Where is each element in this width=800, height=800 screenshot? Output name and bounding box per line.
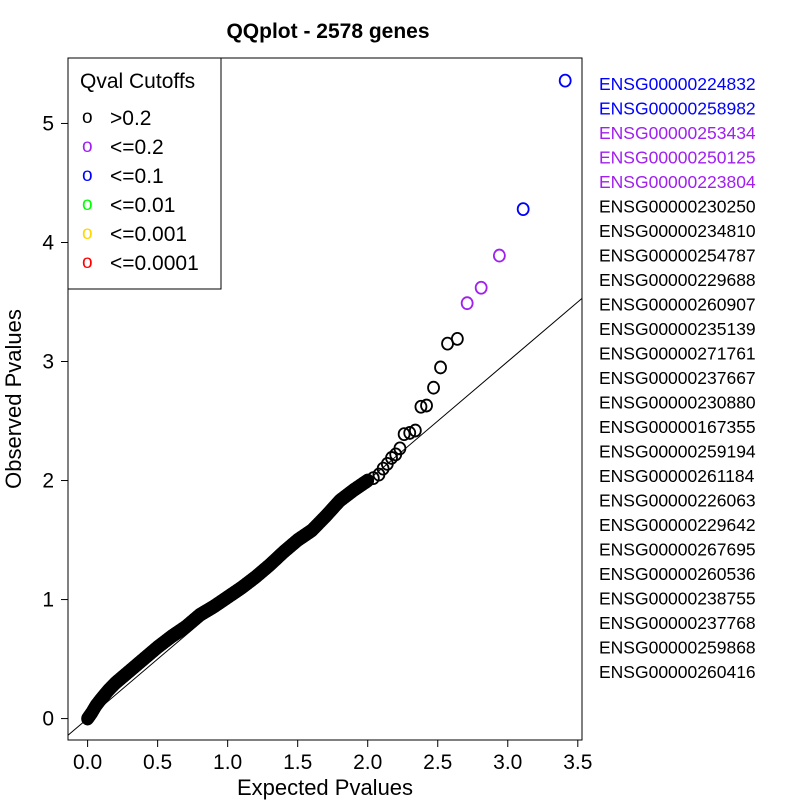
data-point xyxy=(492,248,506,263)
data-point xyxy=(450,331,464,346)
legend-label: <=0.2 xyxy=(110,136,164,159)
y-tick-label: 5 xyxy=(42,112,54,135)
y-tick-label: 1 xyxy=(42,589,54,612)
data-point xyxy=(408,423,422,438)
x-tick-label: 0.0 xyxy=(73,751,102,774)
legend-label: <=0.0001 xyxy=(110,252,199,275)
legend-symbol: o xyxy=(82,194,93,215)
data-point xyxy=(427,380,440,395)
gene-label: ENSG00000258982 xyxy=(599,99,756,119)
legend-symbol: o xyxy=(82,165,93,186)
data-point xyxy=(397,427,411,442)
gene-label: ENSG00000234810 xyxy=(599,221,756,241)
data-point xyxy=(361,473,375,488)
gene-label: ENSG00000250125 xyxy=(599,148,756,168)
gene-label: ENSG00000223804 xyxy=(599,172,756,192)
x-axis: 0.0 0.5 1.0 1.5 2.0 2.5 3.0 3.5 xyxy=(73,739,592,774)
gene-label: ENSG00000253434 xyxy=(599,123,756,143)
data-point xyxy=(516,202,530,217)
gene-label: ENSG00000230880 xyxy=(599,393,756,413)
x-tick-label: 0.5 xyxy=(143,751,172,774)
gene-label: ENSG00000267695 xyxy=(599,540,756,560)
data-point xyxy=(414,399,428,414)
data-point xyxy=(460,296,474,311)
x-tick-label: 2.5 xyxy=(423,751,452,774)
legend-symbol: o xyxy=(82,223,93,244)
legend: Qval Cutoffs o >0.2 o <=0.2 o <=0.1 o <=0.01 o <=… xyxy=(67,57,222,290)
gene-label: ENSG00000229642 xyxy=(599,515,756,535)
gene-label: ENSG00000167355 xyxy=(599,417,756,437)
chart-title: QQplot - 2578 genes xyxy=(226,20,429,43)
legend-symbol: o xyxy=(82,107,93,128)
gene-label: ENSG00000229688 xyxy=(599,270,756,290)
legend-title: Qval Cutoffs xyxy=(80,70,195,93)
gene-label: ENSG00000271761 xyxy=(599,344,756,364)
gene-label: ENSG00000226063 xyxy=(599,491,756,511)
data-point xyxy=(420,398,433,413)
gene-label: ENSG00000260536 xyxy=(599,564,756,584)
data-point xyxy=(393,441,407,456)
y-tick-label: 4 xyxy=(42,231,54,254)
x-tick-label: 2.0 xyxy=(353,751,382,774)
gene-label: ENSG00000261184 xyxy=(599,466,755,486)
gene-label: ENSG00000259868 xyxy=(599,638,756,658)
gene-label: ENSG00000238755 xyxy=(599,589,756,609)
x-tick-label: 3.0 xyxy=(493,751,522,774)
y-axis-title: Observed Pvalues xyxy=(1,309,26,489)
legend-label: >0.2 xyxy=(110,107,151,130)
data-point xyxy=(558,73,572,88)
gene-label: ENSG00000259194 xyxy=(599,442,756,462)
gene-label: ENSG00000260907 xyxy=(599,295,756,315)
y-tick-label: 0 xyxy=(42,708,54,731)
legend-symbol: o xyxy=(82,136,93,157)
gene-label: ENSG00000237768 xyxy=(599,613,756,633)
x-tick-label: 3.5 xyxy=(563,751,592,774)
data-point xyxy=(403,426,417,440)
legend-entries: o >0.2 o <=0.2 o <=0.1 o <=0.01 o <=0.001 o <=0.000… xyxy=(82,107,199,275)
legend-label: <=0.001 xyxy=(110,223,187,246)
y-axis: 0 1 2 3 4 5 xyxy=(42,112,69,731)
legend-label: <=0.01 xyxy=(110,194,175,217)
legend-symbol: o xyxy=(82,252,93,273)
data-point xyxy=(376,461,390,476)
gene-label: ENSG00000260416 xyxy=(599,662,756,682)
data-point xyxy=(474,280,488,295)
x-tick-label: 1.5 xyxy=(283,751,312,774)
gene-label: ENSG00000230250 xyxy=(599,197,756,217)
y-tick-label: 3 xyxy=(42,351,54,374)
x-tick-label: 1.0 xyxy=(213,751,242,774)
gene-label: ENSG00000237667 xyxy=(599,368,756,388)
gene-label: ENSG00000235139 xyxy=(599,319,756,339)
x-axis-title: Expected Pvalues xyxy=(237,775,413,800)
gene-label-list: ENSG00000224832 ENSG00000258982 ENSG000002… xyxy=(599,74,756,682)
points-layer xyxy=(81,73,572,726)
y-tick-label: 2 xyxy=(42,470,54,493)
gene-label: ENSG00000254787 xyxy=(599,246,756,266)
data-point xyxy=(434,360,447,375)
gene-label: ENSG00000224832 xyxy=(599,74,756,94)
legend-label: <=0.1 xyxy=(110,165,164,188)
legend-box xyxy=(67,57,222,290)
